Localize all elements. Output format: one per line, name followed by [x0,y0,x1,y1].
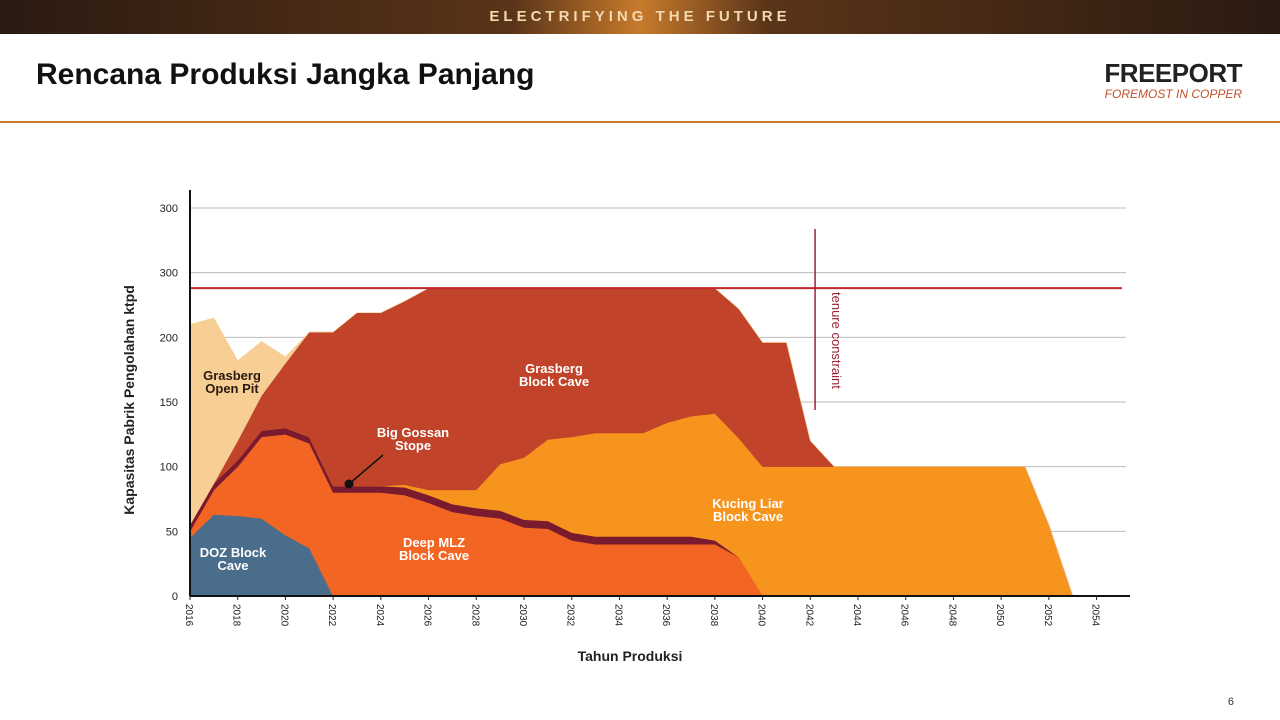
area-label: Grasberg Open Pit [203,368,261,396]
x-tick-label: 2036 [660,604,671,627]
y-tick-label: 300 [160,203,178,215]
x-axis-title: Tahun Produksi [578,648,683,664]
x-tick-label: 2046 [899,604,910,627]
overlay: 0 50 100 150 200 300 300 2016 2018 2020 2022 2024 20… [160,190,1130,627]
pointer-dot [344,479,354,489]
tagline: FOREMOST IN COPPER [1104,87,1242,101]
x-tick-label: 2022 [326,604,337,627]
x-tick-label: 2018 [231,604,242,627]
x-tick-label: 2040 [756,604,767,627]
area-label: Deep MLZ Block Cave [398,535,470,563]
y-tick-label: 200 [160,332,178,344]
x-tick-label: 2032 [565,604,576,627]
y-tick-label: 100 [160,462,178,474]
x-tick-label: 2054 [1090,604,1101,627]
x-tick-label: 2050 [994,604,1005,627]
x-tick-label: 2020 [278,604,289,627]
x-tick-label: 2042 [803,604,814,627]
x-tick-label: 2028 [469,604,480,627]
x-tick-label: 2016 [183,604,194,627]
y-tick-label: 300 [160,268,178,280]
area-label: DOZ Block Cave [199,545,267,573]
area-label: Big Gossan Stope [376,425,450,453]
pointer [348,454,384,485]
x-tick-label: 2038 [708,604,719,627]
area-label: Kucing Liar Block Cave [712,496,784,524]
x-tick-label: 2052 [1042,604,1053,627]
x-tick-label: 2030 [517,604,528,627]
area-label: Grasberg Block Cave [518,361,590,389]
y-tick-label: 0 [172,591,178,603]
areas [189,287,1097,597]
slide-title: Rencana Produksi Jangka Panjang [36,58,535,91]
y-tick-label: 50 [166,526,178,538]
x-tick-label: 2048 [946,604,957,627]
x-tick-label: 2024 [374,604,385,627]
logo: FREEPORT [1104,58,1242,88]
tenure-label: tenure constraint [829,292,844,389]
x-tick-label: 2034 [612,604,623,627]
banner: ELECTRIFYING THE FUTURE [0,0,1280,34]
y-axis-title: Kapasitas Pabrik Pengolahan ktpd [121,285,137,515]
x-tick-label: 2044 [851,604,862,627]
y-tick-label: 150 [160,397,178,409]
header-rule [0,121,1280,123]
x-tick-label: 2026 [422,604,433,627]
page-number: 6 [1227,696,1234,708]
